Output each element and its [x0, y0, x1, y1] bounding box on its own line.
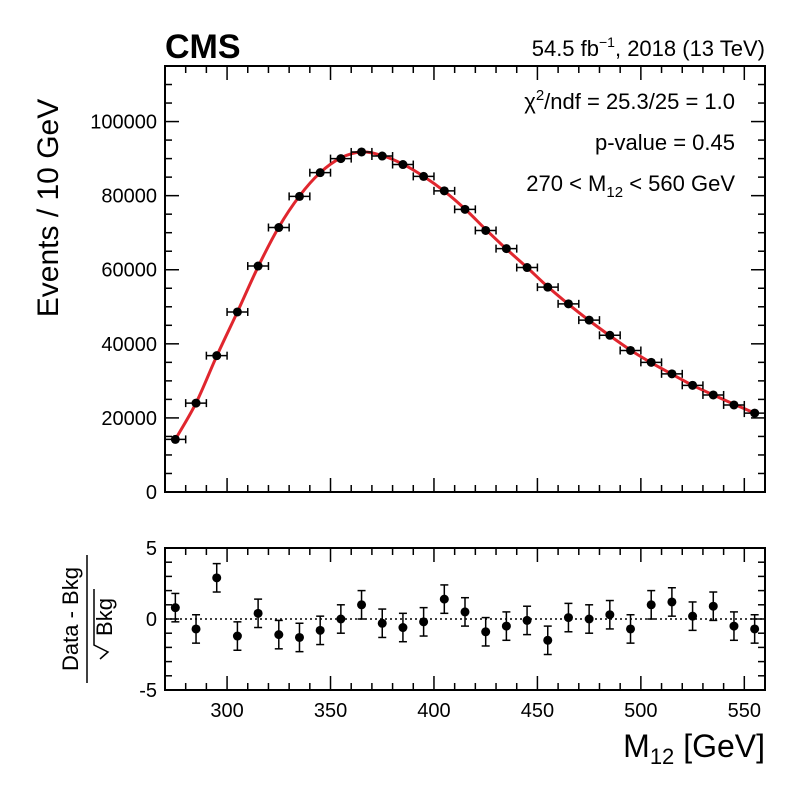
pull-point: [419, 606, 429, 637]
x-tick-label: 350: [314, 700, 347, 722]
data-point: [391, 160, 415, 170]
pull-point: [729, 611, 739, 642]
main-y-tick-label: 100000: [90, 112, 157, 134]
pull-point: [315, 615, 325, 646]
data-point: [433, 186, 456, 196]
main-y-tick-label: 80000: [101, 186, 157, 208]
pull-point: [543, 625, 553, 656]
ratio-y-tick-label: 5: [146, 538, 157, 560]
ratio-y-tick-label: -5: [139, 680, 157, 702]
chi2-label: χ2/ndf = 25.3/25 = 1.0: [524, 87, 735, 114]
pull-point: [605, 599, 615, 630]
pull-point: [501, 611, 511, 642]
pull-point: [646, 589, 656, 620]
main-y-tick-label: 0: [146, 482, 157, 504]
x-tick-label: 500: [624, 700, 657, 722]
main-plot-frame: [164, 65, 766, 493]
pull-points: [170, 562, 760, 656]
pull-point: [708, 591, 718, 622]
data-point: [578, 315, 601, 325]
main-y-ticks: 0 20000 40000 60000 80000 100000: [90, 65, 765, 504]
data-point: [515, 263, 539, 273]
data-point: [350, 147, 373, 157]
pull-point: [377, 608, 387, 639]
pvalue-label: p-value = 0.45: [595, 130, 735, 155]
ratio-y-axis-label: Data - Bkg Bkg: [58, 555, 117, 683]
data-point: [247, 261, 270, 271]
data-point: [660, 369, 683, 379]
data-point: [288, 191, 311, 201]
ratio-denominator: Bkg: [92, 598, 117, 636]
data-point: [598, 330, 621, 340]
data-point: [495, 244, 518, 254]
pull-point: [522, 605, 532, 636]
pull-point: [191, 613, 201, 644]
mass-range-label: 270 < M12 < 560 GeV: [526, 171, 735, 201]
data-point: [205, 351, 228, 361]
pull-point: [212, 562, 222, 593]
x-axis-label: M12 [GeV]: [623, 728, 765, 769]
x-tick-label: 300: [210, 700, 243, 722]
ratio-y-ticks: -5 0 5: [139, 538, 765, 702]
data-points: [164, 147, 766, 444]
pull-point: [294, 622, 304, 653]
data-point: [681, 380, 704, 390]
x-tick-label: 400: [417, 700, 450, 722]
data-point: [226, 307, 249, 317]
data-point: [329, 154, 352, 164]
main-y-tick-label: 40000: [101, 334, 157, 356]
pull-point: [398, 612, 408, 643]
pull-point: [232, 621, 242, 651]
pull-point: [253, 598, 263, 629]
main-x-ticks: [164, 66, 766, 492]
data-point: [412, 171, 435, 181]
data-point: [722, 400, 746, 410]
data-point: [474, 225, 497, 235]
pull-point: [336, 604, 346, 634]
data-point: [184, 398, 208, 408]
main-y-axis-label: Events / 10 GeV: [32, 99, 65, 317]
pull-point: [563, 602, 573, 633]
main-y-tick-label: 60000: [101, 260, 157, 282]
main-y-tick-label: 20000: [101, 408, 157, 430]
data-point: [453, 204, 477, 214]
data-point: [267, 223, 290, 233]
x-tick-label: 550: [728, 700, 761, 722]
pull-point: [170, 592, 180, 623]
pull-point: [439, 584, 449, 615]
data-point: [743, 408, 766, 418]
sqrt-symbol: [93, 589, 110, 660]
data-point: [702, 390, 725, 400]
experiment-label: CMS: [165, 28, 241, 66]
x-tick-label: 450: [521, 700, 554, 722]
ratio-numerator: Data - Bkg: [58, 567, 83, 671]
pull-point: [688, 601, 698, 632]
data-point: [371, 151, 394, 161]
pull-point: [626, 613, 636, 644]
pull-point: [274, 619, 284, 650]
pull-point: [460, 596, 470, 627]
ratio-x-ticks: 300 350 400 450 500 550: [164, 548, 766, 722]
data-point: [619, 345, 642, 355]
ratio-y-tick-label: 0: [146, 609, 157, 631]
pull-point: [584, 604, 594, 634]
data-point: [640, 357, 663, 367]
data-point: [309, 168, 332, 178]
pull-point: [481, 616, 491, 647]
data-point: [557, 299, 580, 309]
data-point: [164, 434, 187, 444]
pull-point: [357, 589, 367, 620]
pull-point: [667, 587, 677, 617]
luminosity-label: 54.5 fb−1, 2018 (13 TeV): [532, 34, 765, 61]
data-point: [536, 282, 559, 292]
pull-point: [750, 613, 760, 644]
